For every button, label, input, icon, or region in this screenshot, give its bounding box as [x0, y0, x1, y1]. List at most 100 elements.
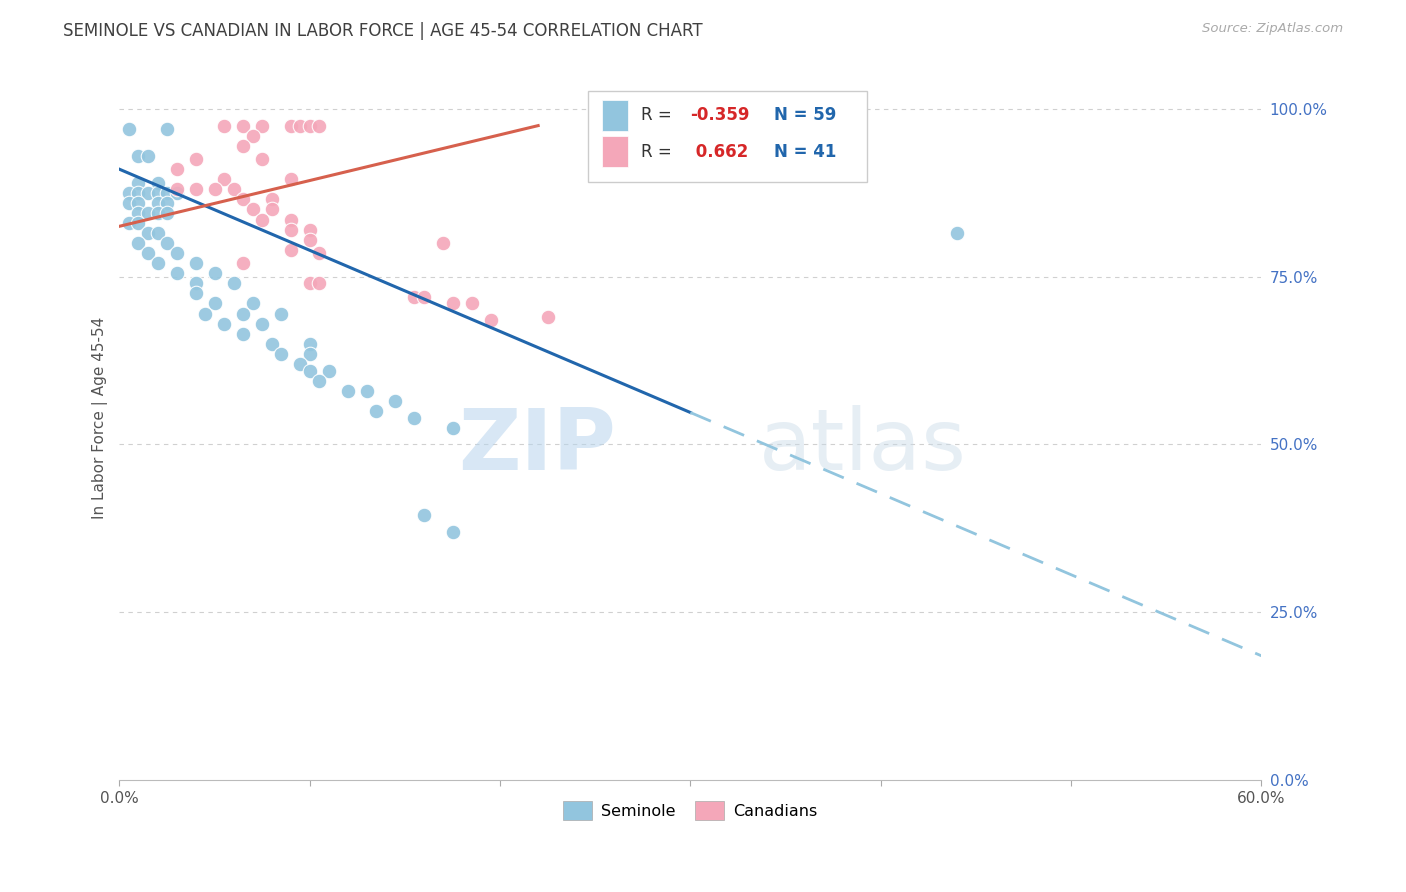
Point — [118, 122, 141, 136]
Point — [184, 286, 207, 301]
Point — [127, 235, 149, 250]
Point — [232, 119, 254, 133]
Point — [479, 313, 502, 327]
Point — [441, 420, 464, 434]
Point — [250, 119, 273, 133]
Point — [290, 119, 312, 133]
Point — [156, 122, 179, 136]
Point — [232, 193, 254, 207]
Point — [184, 152, 207, 166]
Point — [127, 149, 149, 163]
Point — [136, 226, 159, 240]
Point — [127, 195, 149, 210]
Point — [146, 186, 169, 200]
Point — [404, 410, 426, 425]
Point — [222, 277, 245, 291]
Point — [242, 202, 264, 217]
Point — [232, 326, 254, 341]
Point — [212, 172, 235, 186]
Point — [308, 374, 330, 388]
Point — [441, 524, 464, 539]
Point — [250, 152, 273, 166]
Point — [413, 508, 436, 522]
Text: ZIP: ZIP — [458, 405, 616, 488]
FancyBboxPatch shape — [603, 136, 627, 167]
Text: R =: R = — [641, 143, 678, 161]
Point — [127, 216, 149, 230]
Point — [232, 256, 254, 270]
Point — [260, 202, 283, 217]
Point — [946, 226, 969, 240]
Text: SEMINOLE VS CANADIAN IN LABOR FORCE | AGE 45-54 CORRELATION CHART: SEMINOLE VS CANADIAN IN LABOR FORCE | AG… — [63, 22, 703, 40]
Point — [136, 246, 159, 260]
Point — [242, 128, 264, 143]
Point — [212, 317, 235, 331]
Point — [280, 222, 302, 236]
Point — [270, 347, 292, 361]
Point — [308, 119, 330, 133]
Y-axis label: In Labor Force | Age 45-54: In Labor Force | Age 45-54 — [93, 317, 108, 518]
Point — [432, 235, 454, 250]
Text: R =: R = — [641, 106, 678, 124]
Point — [413, 290, 436, 304]
Point — [204, 266, 226, 280]
Text: -0.359: -0.359 — [690, 106, 749, 124]
Text: Source: ZipAtlas.com: Source: ZipAtlas.com — [1202, 22, 1343, 36]
Point — [136, 206, 159, 220]
Point — [204, 296, 226, 310]
Point — [308, 277, 330, 291]
Point — [1402, 119, 1406, 133]
Point — [146, 176, 169, 190]
Point — [298, 233, 321, 247]
Point — [250, 212, 273, 227]
Point — [298, 363, 321, 377]
Point — [298, 336, 321, 351]
Point — [166, 266, 188, 280]
Point — [356, 384, 378, 398]
Point — [127, 176, 149, 190]
Point — [336, 384, 359, 398]
Point — [308, 246, 330, 260]
Point — [156, 195, 179, 210]
Point — [212, 119, 235, 133]
Point — [156, 235, 179, 250]
Point — [194, 306, 217, 320]
Point — [166, 182, 188, 196]
Point — [127, 206, 149, 220]
Point — [184, 277, 207, 291]
Point — [537, 310, 560, 324]
Point — [280, 212, 302, 227]
Point — [280, 172, 302, 186]
Point — [384, 393, 406, 408]
Point — [298, 277, 321, 291]
Legend: Seminole, Canadians: Seminole, Canadians — [557, 795, 824, 826]
Point — [166, 186, 188, 200]
Point — [166, 246, 188, 260]
Point — [222, 182, 245, 196]
Point — [260, 336, 283, 351]
Point — [146, 195, 169, 210]
Point — [118, 186, 141, 200]
Point — [441, 296, 464, 310]
Point — [250, 317, 273, 331]
Point — [156, 186, 179, 200]
Point — [260, 193, 283, 207]
Point — [118, 216, 141, 230]
Point — [136, 149, 159, 163]
Point — [290, 357, 312, 371]
Point — [204, 182, 226, 196]
Point — [404, 290, 426, 304]
Point — [136, 186, 159, 200]
Point — [280, 119, 302, 133]
FancyBboxPatch shape — [603, 100, 627, 130]
Point — [127, 186, 149, 200]
Point — [298, 222, 321, 236]
Point — [146, 226, 169, 240]
Point — [242, 296, 264, 310]
Point — [146, 206, 169, 220]
Point — [280, 243, 302, 257]
Point — [166, 162, 188, 177]
Point — [232, 138, 254, 153]
Point — [460, 296, 482, 310]
Point — [184, 182, 207, 196]
